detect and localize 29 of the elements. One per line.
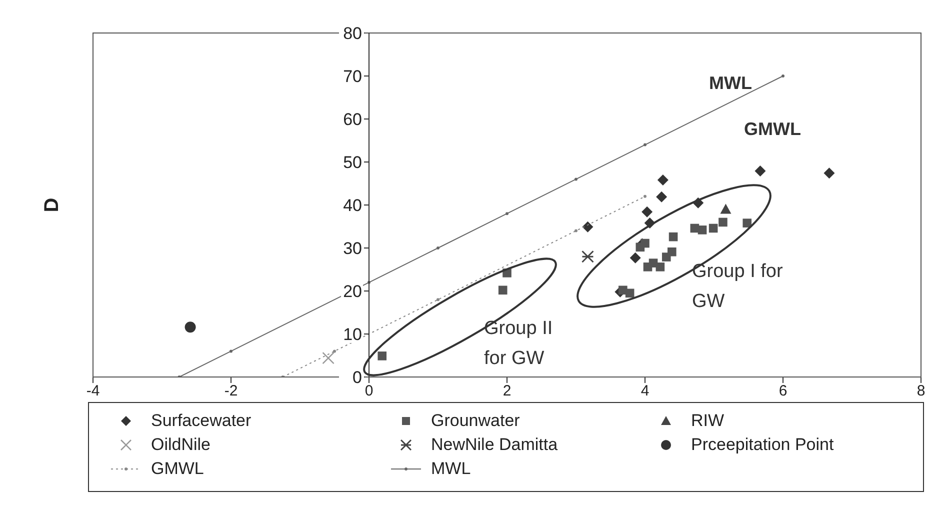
y-tick-label: 20 — [343, 282, 362, 301]
legend-label: NewNile Damitta — [431, 435, 558, 455]
y-tick-label: 50 — [343, 153, 362, 172]
x-tick-label: 2 — [502, 382, 512, 400]
x-tick-label: -2 — [224, 382, 238, 400]
legend-label: GMWL — [151, 459, 204, 479]
y-tick-label: 70 — [343, 67, 362, 86]
annotation: GMWL — [744, 119, 801, 139]
x-tick-label: 8 — [916, 382, 926, 400]
annotation: MWL — [709, 73, 752, 93]
y-tick-label: 80 — [343, 24, 362, 43]
y-tick-label: 10 — [343, 325, 362, 344]
legend-label: Prceepitation Point — [691, 435, 834, 455]
y-tick-label: 30 — [343, 239, 362, 258]
legend-label: MWL — [431, 459, 471, 479]
x-tick-label: 0 — [364, 382, 374, 400]
y-axis-title: D — [41, 198, 63, 212]
legend-label: RIW — [691, 411, 724, 431]
y-tick-label: 40 — [343, 196, 362, 215]
x-tick-label: -4 — [86, 382, 100, 400]
y-tick-label: 0 — [352, 368, 362, 387]
legend-label: Surfacewater — [151, 411, 252, 431]
annotation: Group II for GW — [484, 318, 553, 369]
y-tick-label: 60 — [343, 110, 362, 129]
x-tick-label: 4 — [640, 382, 650, 400]
x-tick-label: 6 — [778, 382, 788, 400]
legend-label: OildNile — [151, 435, 211, 455]
legend-label: Grounwater — [431, 411, 520, 431]
annotation: Group I for GW — [692, 261, 784, 312]
